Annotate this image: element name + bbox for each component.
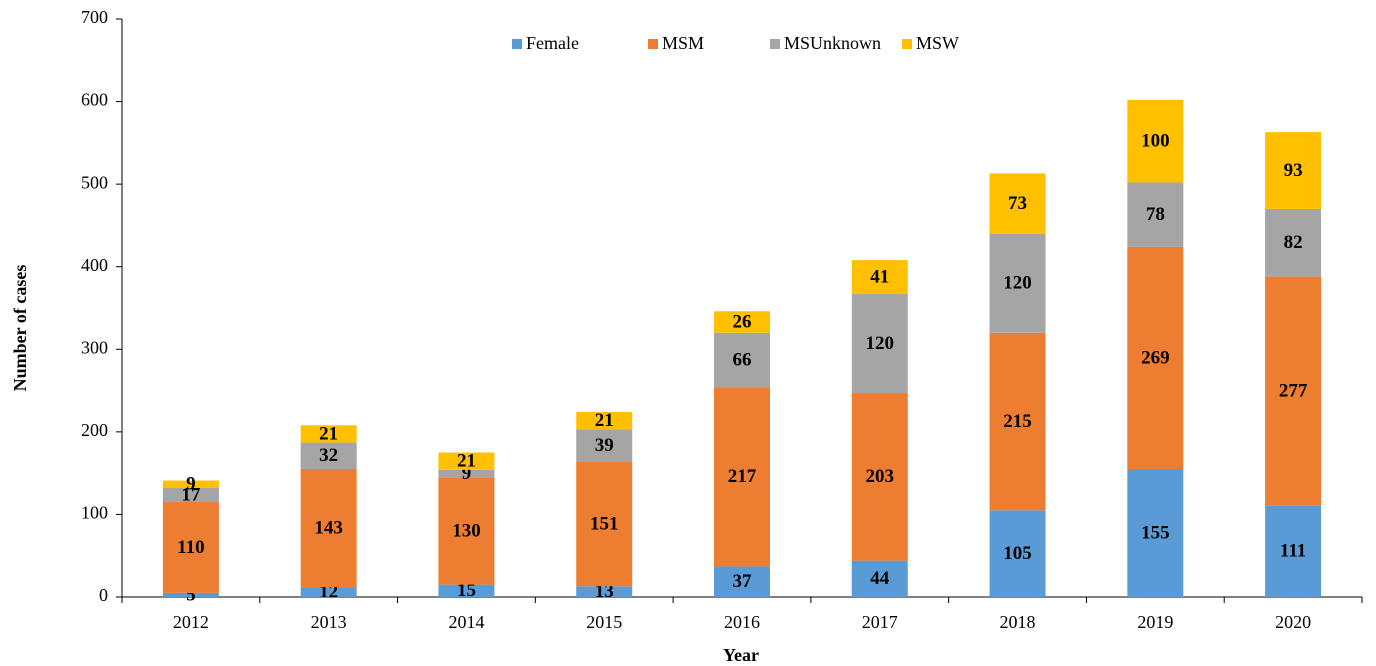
bar-segment	[714, 311, 770, 333]
data-label: 100	[1141, 131, 1170, 152]
data-label: 120	[1003, 273, 1032, 294]
bar-segment	[1127, 99, 1184, 183]
legend-swatch	[512, 39, 522, 49]
x-tick-label: 2017	[862, 612, 898, 632]
bar-segment	[1265, 276, 1322, 506]
bar-segment	[1127, 469, 1184, 597]
legend-label: MSUnknown	[784, 33, 881, 53]
bar-segment	[1265, 505, 1322, 597]
y-tick-label: 300	[81, 337, 108, 357]
x-tick-label: 2019	[1137, 612, 1173, 632]
bar-segment	[989, 173, 1046, 234]
data-label: 37	[733, 571, 753, 592]
bar-segment	[162, 480, 219, 489]
bar-segment	[851, 260, 908, 294]
bar-segment	[714, 387, 770, 567]
bar-segment	[576, 461, 633, 587]
bar-segment	[714, 332, 770, 388]
data-label: 82	[1284, 232, 1303, 253]
legend-label: Female	[526, 33, 579, 53]
data-label: 155	[1141, 522, 1170, 543]
y-tick-label: 100	[81, 503, 108, 523]
data-label: 277	[1279, 380, 1308, 401]
data-label: 15	[457, 580, 476, 601]
x-tick-label: 2016	[724, 612, 760, 632]
data-label: 66	[733, 349, 752, 370]
data-label: 143	[314, 517, 343, 538]
bar-segment	[851, 393, 908, 561]
data-label: 269	[1141, 347, 1170, 368]
y-tick-label: 200	[81, 420, 108, 440]
x-tick-label: 2013	[311, 612, 347, 632]
data-label: 9	[186, 474, 196, 495]
data-label: 5	[186, 584, 196, 605]
data-label: 215	[1003, 411, 1032, 432]
data-label: 120	[866, 333, 895, 354]
x-axis-title: Year	[723, 645, 759, 665]
data-label: 93	[1284, 160, 1303, 181]
bar-segment	[851, 560, 908, 597]
bar-segment	[989, 332, 1046, 511]
y-tick-label: 700	[81, 7, 108, 27]
bar-segment	[438, 584, 495, 597]
bar-segment	[851, 293, 908, 394]
bar-segment	[300, 587, 357, 597]
bar-segment	[576, 586, 633, 597]
bar-segment	[1127, 246, 1184, 470]
data-label: 41	[870, 266, 889, 287]
y-axis-title: Number of cases	[10, 265, 30, 392]
data-label: 21	[595, 410, 614, 431]
data-label: 111	[1280, 541, 1306, 562]
bar-segment	[300, 425, 357, 443]
bar-segment	[162, 488, 219, 503]
legend-swatch	[648, 39, 658, 49]
bar-segment	[1127, 182, 1184, 247]
bar-segment	[576, 429, 633, 462]
data-label: 26	[733, 311, 752, 332]
x-tick-label: 2018	[1000, 612, 1036, 632]
y-tick-label: 600	[81, 90, 108, 110]
y-tick-label: 0	[99, 585, 108, 605]
bar-segment	[989, 233, 1046, 333]
bar-segment	[576, 412, 633, 430]
data-label: 78	[1146, 204, 1165, 225]
y-tick-label: 500	[81, 172, 108, 192]
bar-segment	[989, 510, 1046, 597]
legend-label: MSM	[662, 33, 704, 53]
bar-segment	[1265, 208, 1322, 277]
data-label: 217	[728, 466, 757, 487]
bar-segment	[714, 566, 770, 597]
data-label: 21	[319, 423, 338, 444]
bar-segment	[300, 442, 357, 470]
data-label: 110	[177, 537, 204, 558]
data-label: 17	[181, 484, 201, 505]
legend-swatch	[770, 39, 780, 49]
data-label: 130	[452, 520, 481, 541]
data-label: 9	[462, 463, 472, 484]
x-tick-label: 2012	[173, 612, 209, 632]
bar-segment	[162, 502, 219, 593]
data-label: 21	[457, 451, 476, 472]
x-tick-label: 2020	[1275, 612, 1311, 632]
bar-segment	[1265, 132, 1322, 209]
data-label: 203	[866, 466, 895, 487]
bar-segment	[300, 469, 357, 588]
data-label: 105	[1003, 543, 1032, 564]
data-label: 32	[319, 445, 338, 466]
y-tick-label: 400	[81, 255, 108, 275]
data-label: 73	[1008, 193, 1027, 214]
x-tick-label: 2014	[448, 612, 484, 632]
legend-label: MSW	[916, 33, 959, 53]
bar-segment	[438, 477, 495, 585]
data-label: 151	[590, 513, 619, 534]
x-tick-label: 2015	[586, 612, 622, 632]
bar-segment	[162, 592, 219, 597]
bar-segment	[438, 469, 495, 478]
bar-segment	[438, 452, 495, 470]
data-label: 44	[870, 568, 890, 589]
legend-swatch	[902, 39, 912, 49]
data-label: 39	[595, 435, 614, 456]
